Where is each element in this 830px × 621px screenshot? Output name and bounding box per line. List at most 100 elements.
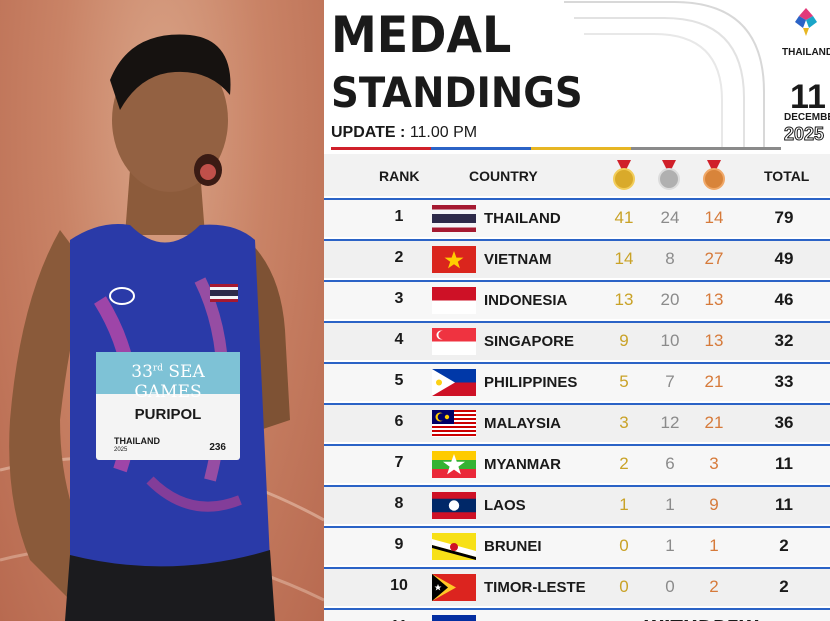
gold-count: 41 <box>614 208 634 227</box>
rank-cell: 6 <box>394 413 404 430</box>
silver-count: 8 <box>665 249 675 268</box>
gold-count: 5 <box>619 372 629 391</box>
table-row: 7 MYANMAR 2 6 3 11 <box>324 444 830 483</box>
rank-cell: 5 <box>394 372 404 389</box>
rank-cell: 4 <box>394 331 404 348</box>
gold-count: 13 <box>614 290 634 309</box>
total-count: 79 <box>774 208 794 227</box>
bib-name: PURIPOL <box>134 406 202 423</box>
title-line-1: MEDAL <box>331 6 512 64</box>
gold-count: 1 <box>619 495 629 514</box>
table-row: 5 PHILIPPINES 5 7 21 33 <box>324 362 830 401</box>
timor-leste-flag-icon <box>432 574 476 601</box>
silver-count: 24 <box>660 208 680 227</box>
table-body: 1 THAILAND 41 24 14 79 2 VIETNAM 14 8 27 49 3 INDONES… <box>324 198 830 621</box>
rank-cell: 9 <box>394 536 404 553</box>
date-day: 11 <box>790 78 826 116</box>
rank-cell: 11 <box>379 618 419 621</box>
gold-medal-icon <box>613 160 635 190</box>
table-row: 2 VIETNAM 14 8 27 49 <box>324 239 830 278</box>
table-row: 10 TIMOR-LESTE 0 0 2 2 <box>324 567 830 606</box>
date-month: DECEMBER <box>784 112 830 123</box>
thailand-flag-icon <box>432 205 476 232</box>
update-time: 11.00 PM <box>409 124 478 141</box>
table-header: RANK COUNTRY TOTAL <box>324 154 830 196</box>
silver-count: 10 <box>660 331 680 350</box>
header-total: TOTAL <box>764 168 810 184</box>
country-name: PHILIPPINES <box>484 374 578 391</box>
singapore-flag-icon <box>432 328 476 355</box>
gold-count: 9 <box>619 331 629 350</box>
table-row: 3 INDONESIA 13 20 13 46 <box>324 280 830 319</box>
bronze-count: 27 <box>704 249 724 268</box>
country-name: TIMOR-LESTE <box>484 579 586 596</box>
medal-table: RANK COUNTRY TOTAL 1 THAILAND 41 24 14 79 2 VIE… <box>324 154 830 621</box>
country-name: THAILAND <box>484 210 561 227</box>
rank-cell: 3 <box>394 290 404 307</box>
athlete-illustration <box>0 34 324 621</box>
brunei-flag-icon <box>432 533 476 560</box>
bib-brand: THAILAND <box>114 436 160 446</box>
total-count: 46 <box>774 290 794 309</box>
title-line-2: STANDINGS <box>331 68 583 117</box>
gold-count: 2 <box>619 454 629 473</box>
country-name: VIETNAM <box>484 251 552 268</box>
laos-flag-icon <box>432 492 476 519</box>
total-count: 49 <box>774 249 794 268</box>
stripe-yellow <box>531 147 631 150</box>
gold-count: 3 <box>619 413 629 432</box>
total-count: 2 <box>779 577 789 596</box>
country-name: MYANMAR <box>484 456 561 473</box>
vietnam-flag-icon <box>432 246 476 273</box>
stripe-blue <box>431 147 531 150</box>
bronze-count: 14 <box>704 208 724 227</box>
bib-event: 33rd SEA GAMES <box>131 362 205 402</box>
silver-count: 7 <box>665 372 675 391</box>
table-row: 9 BRUNEI 0 1 1 2 <box>324 526 830 565</box>
rank-cell: 1 <box>394 208 404 225</box>
gold-count: 0 <box>619 536 629 555</box>
country-name: BRUNEI <box>484 538 542 555</box>
withdrew-status: WITHDREW <box>644 616 759 621</box>
rank-cell: 7 <box>394 454 404 471</box>
decorative-arcs <box>564 1 765 150</box>
update-label: UPDATE : 11.00 PM <box>331 124 478 141</box>
silver-medal-icon <box>658 160 680 190</box>
silver-count: 1 <box>665 536 675 555</box>
silver-count: 20 <box>660 290 680 309</box>
total-count: 32 <box>774 331 794 350</box>
rank-cell: 8 <box>394 495 404 512</box>
gold-count: 14 <box>614 249 634 268</box>
bib-year: 2025 <box>114 447 128 453</box>
total-count: 11 <box>775 454 793 473</box>
gold-count: 0 <box>619 577 629 596</box>
country-name: SINGAPORE <box>484 333 575 350</box>
sea-games-logo: THAILAND <box>782 6 830 58</box>
malaysia-flag-icon <box>432 410 476 437</box>
total-count: 11 <box>775 495 793 514</box>
bronze-count: 21 <box>704 372 724 391</box>
header-country: COUNTRY <box>469 168 538 184</box>
date-year: 2025 <box>783 124 825 145</box>
medal-standings-panel: MEDAL STANDINGS UPDATE : 11.00 PM THAILA… <box>324 0 830 621</box>
cambodia-flag-icon <box>432 615 476 621</box>
table-row: 1 THAILAND 41 24 14 79 <box>324 198 830 237</box>
total-count: 2 <box>779 536 789 555</box>
indonesia-flag-icon <box>432 287 476 314</box>
bib-number: 236 <box>209 442 226 453</box>
stripe-red <box>331 147 431 150</box>
stripe-gray <box>631 147 781 150</box>
header-rank: RANK <box>379 168 420 184</box>
table-row: 6 MALAYSIA 3 12 21 36 <box>324 403 830 442</box>
bronze-count: 13 <box>704 331 724 350</box>
athlete-photo: 33rd SEA GAMES PURIPOL THAILAND 2025 236 <box>0 0 324 621</box>
table-row: 11CAMBODIAWITHDREW <box>324 608 830 621</box>
total-count: 36 <box>774 413 794 432</box>
philippines-flag-icon <box>432 369 476 396</box>
bronze-count: 13 <box>704 290 724 309</box>
total-count: 33 <box>774 372 794 391</box>
logo-text: THAILAND <box>782 47 830 58</box>
bronze-count: 1 <box>709 536 719 555</box>
rank-cell: 2 <box>394 249 404 266</box>
silver-count: 6 <box>665 454 675 473</box>
